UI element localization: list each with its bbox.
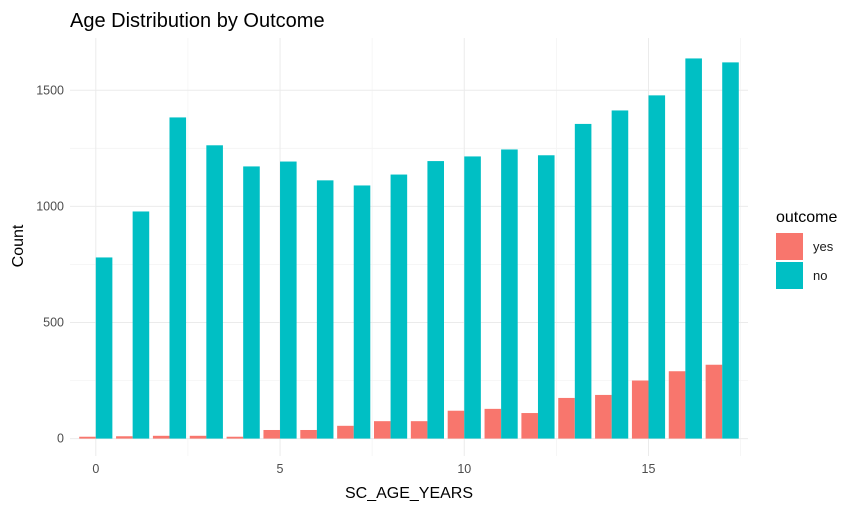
- bar-no-13: [574, 123, 592, 439]
- bar-yes-8: [373, 421, 391, 439]
- bar-yes-1: [116, 436, 133, 439]
- bar-yes-0: [79, 436, 96, 439]
- bars: [79, 58, 739, 439]
- bar-no-1: [132, 211, 150, 439]
- bar-no-0: [95, 257, 113, 439]
- x-tick-label: 15: [642, 462, 656, 476]
- legend-label-yes: yes: [813, 239, 834, 254]
- bar-yes-11: [484, 408, 502, 439]
- bar-yes-17: [705, 364, 723, 439]
- chart-title: Age Distribution by Outcome: [70, 10, 325, 32]
- x-tick-labels: 0 5 10 15: [92, 462, 655, 476]
- legend-swatch-no: [776, 262, 803, 289]
- bar-no-9: [427, 161, 444, 439]
- bar-no-16: [685, 58, 702, 439]
- bar-no-7: [353, 185, 371, 439]
- bar-yes-2: [152, 435, 170, 439]
- bar-no-15: [648, 95, 666, 439]
- bar-yes-12: [521, 413, 538, 439]
- bar-yes-9: [410, 421, 428, 439]
- bar-yes-4: [226, 436, 244, 439]
- bar-no-10: [464, 156, 481, 439]
- bar-yes-14: [595, 394, 612, 439]
- bar-yes-7: [337, 425, 354, 439]
- bar-yes-5: [263, 429, 281, 439]
- bar-yes-6: [300, 429, 317, 439]
- bar-no-6: [316, 180, 334, 439]
- y-tick-label: 500: [43, 315, 64, 329]
- legend: outcome yes no: [776, 209, 837, 289]
- y-tick-label: 1500: [36, 83, 64, 97]
- legend-swatch-yes: [776, 233, 803, 260]
- bar-no-8: [390, 174, 408, 439]
- x-tick-label: 10: [457, 462, 471, 476]
- y-tick-label: 0: [57, 432, 64, 446]
- bar-yes-10: [447, 410, 465, 439]
- legend-title: outcome: [776, 209, 837, 226]
- bar-no-11: [501, 149, 518, 439]
- x-axis-title: SC_AGE_YEARS: [345, 485, 473, 502]
- y-tick-label: 1000: [36, 199, 64, 213]
- y-axis-title: Count: [10, 224, 27, 267]
- bar-no-12: [537, 155, 555, 439]
- bar-no-2: [169, 117, 187, 439]
- y-tick-labels: 0 500 1000 1500: [36, 83, 64, 445]
- legend-label-no: no: [813, 268, 827, 283]
- bar-yes-3: [189, 435, 207, 439]
- bar-no-3: [206, 145, 223, 439]
- bar-no-5: [280, 161, 297, 439]
- bar-no-14: [611, 110, 629, 439]
- x-tick-label: 0: [92, 462, 99, 476]
- bar-no-4: [243, 166, 260, 439]
- bar-no-17: [722, 62, 739, 439]
- x-tick-label: 5: [277, 462, 284, 476]
- bar-yes-16: [668, 371, 686, 439]
- bar-yes-15: [631, 380, 649, 439]
- bar-yes-13: [558, 397, 575, 439]
